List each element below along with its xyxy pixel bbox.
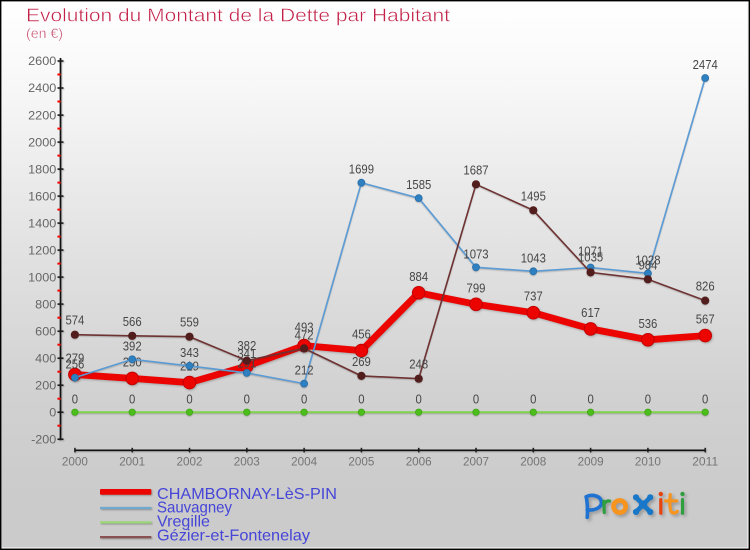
svg-text:2006: 2006: [406, 455, 432, 469]
svg-text:2000: 2000: [62, 455, 88, 469]
svg-text:256: 256: [65, 357, 84, 372]
svg-text:2002: 2002: [177, 455, 203, 469]
svg-text:0: 0: [186, 392, 192, 407]
svg-text:737: 737: [524, 289, 543, 304]
svg-text:566: 566: [123, 314, 142, 329]
svg-text:0: 0: [129, 392, 135, 407]
svg-text:2400: 2400: [28, 81, 57, 95]
svg-text:1035: 1035: [578, 250, 603, 265]
svg-text:0: 0: [416, 392, 422, 407]
svg-text:574: 574: [65, 313, 84, 328]
svg-text:799: 799: [467, 280, 486, 295]
svg-text:1600: 1600: [28, 189, 57, 203]
svg-text:2007: 2007: [463, 455, 489, 469]
svg-text:884: 884: [409, 269, 428, 284]
svg-text:456: 456: [352, 327, 371, 342]
svg-text:0: 0: [530, 392, 536, 407]
svg-text:1200: 1200: [28, 243, 57, 257]
svg-text:0: 0: [244, 392, 250, 407]
svg-text:472: 472: [295, 327, 314, 342]
svg-text:0: 0: [702, 392, 708, 407]
svg-text:1495: 1495: [521, 188, 546, 203]
svg-text:2200: 2200: [28, 108, 57, 122]
svg-text:984: 984: [638, 257, 657, 272]
svg-text:(en €): (en €): [26, 26, 63, 41]
svg-text:341: 341: [237, 346, 256, 361]
svg-text:Evolution du Montant de la Det: Evolution du Montant de la Dette par Hab…: [26, 5, 450, 25]
svg-text:2008: 2008: [520, 455, 546, 469]
svg-text:2000: 2000: [28, 135, 57, 149]
svg-text:2474: 2474: [693, 57, 718, 72]
svg-text:0: 0: [587, 392, 593, 407]
svg-text:212: 212: [295, 363, 314, 378]
svg-text:567: 567: [696, 312, 715, 327]
svg-text:617: 617: [581, 305, 600, 320]
svg-text:1400: 1400: [28, 216, 57, 230]
svg-text:1000: 1000: [28, 270, 57, 284]
svg-text:1028: 1028: [635, 252, 660, 267]
svg-text:248: 248: [409, 357, 428, 372]
svg-text:0: 0: [645, 392, 651, 407]
svg-text:2004: 2004: [291, 455, 317, 469]
svg-text:559: 559: [180, 315, 199, 330]
svg-text:0: 0: [301, 392, 307, 407]
svg-text:2009: 2009: [578, 455, 604, 469]
svg-text:2005: 2005: [348, 455, 374, 469]
svg-text:800: 800: [35, 297, 57, 311]
svg-text:0: 0: [473, 392, 479, 407]
svg-text:1687: 1687: [463, 162, 488, 177]
svg-text:Vregille: Vregille: [157, 513, 210, 530]
svg-text:CHAMBORNAY-LèS-PIN: CHAMBORNAY-LèS-PIN: [157, 486, 337, 503]
svg-text:Sauvagney: Sauvagney: [157, 500, 232, 517]
svg-text:400: 400: [35, 351, 57, 365]
svg-text:343: 343: [180, 345, 199, 360]
svg-text:826: 826: [696, 279, 715, 294]
svg-text:Gézier-et-Fontenelay: Gézier-et-Fontenelay: [157, 528, 310, 545]
svg-text:2003: 2003: [234, 455, 260, 469]
svg-text:600: 600: [35, 324, 57, 338]
svg-text:536: 536: [638, 316, 657, 331]
svg-text:0: 0: [72, 392, 78, 407]
svg-text:-200: -200: [31, 432, 57, 446]
svg-text:382: 382: [237, 338, 256, 353]
svg-text:269: 269: [352, 354, 371, 369]
svg-text:493: 493: [295, 320, 314, 335]
svg-text:392: 392: [123, 338, 142, 353]
svg-text:279: 279: [65, 351, 84, 366]
svg-text:2011: 2011: [692, 455, 718, 469]
svg-text:1071: 1071: [578, 244, 603, 259]
svg-text:2001: 2001: [119, 455, 145, 469]
svg-text:0: 0: [358, 392, 364, 407]
svg-text:2600: 2600: [28, 54, 57, 68]
svg-text:1699: 1699: [349, 162, 374, 177]
svg-text:200: 200: [35, 378, 57, 392]
svg-text:0: 0: [49, 405, 56, 419]
svg-text:1585: 1585: [406, 177, 431, 192]
svg-text:1800: 1800: [28, 162, 57, 176]
svg-text:1073: 1073: [463, 246, 488, 261]
svg-text:1043: 1043: [521, 250, 546, 265]
svg-text:2010: 2010: [635, 455, 661, 469]
